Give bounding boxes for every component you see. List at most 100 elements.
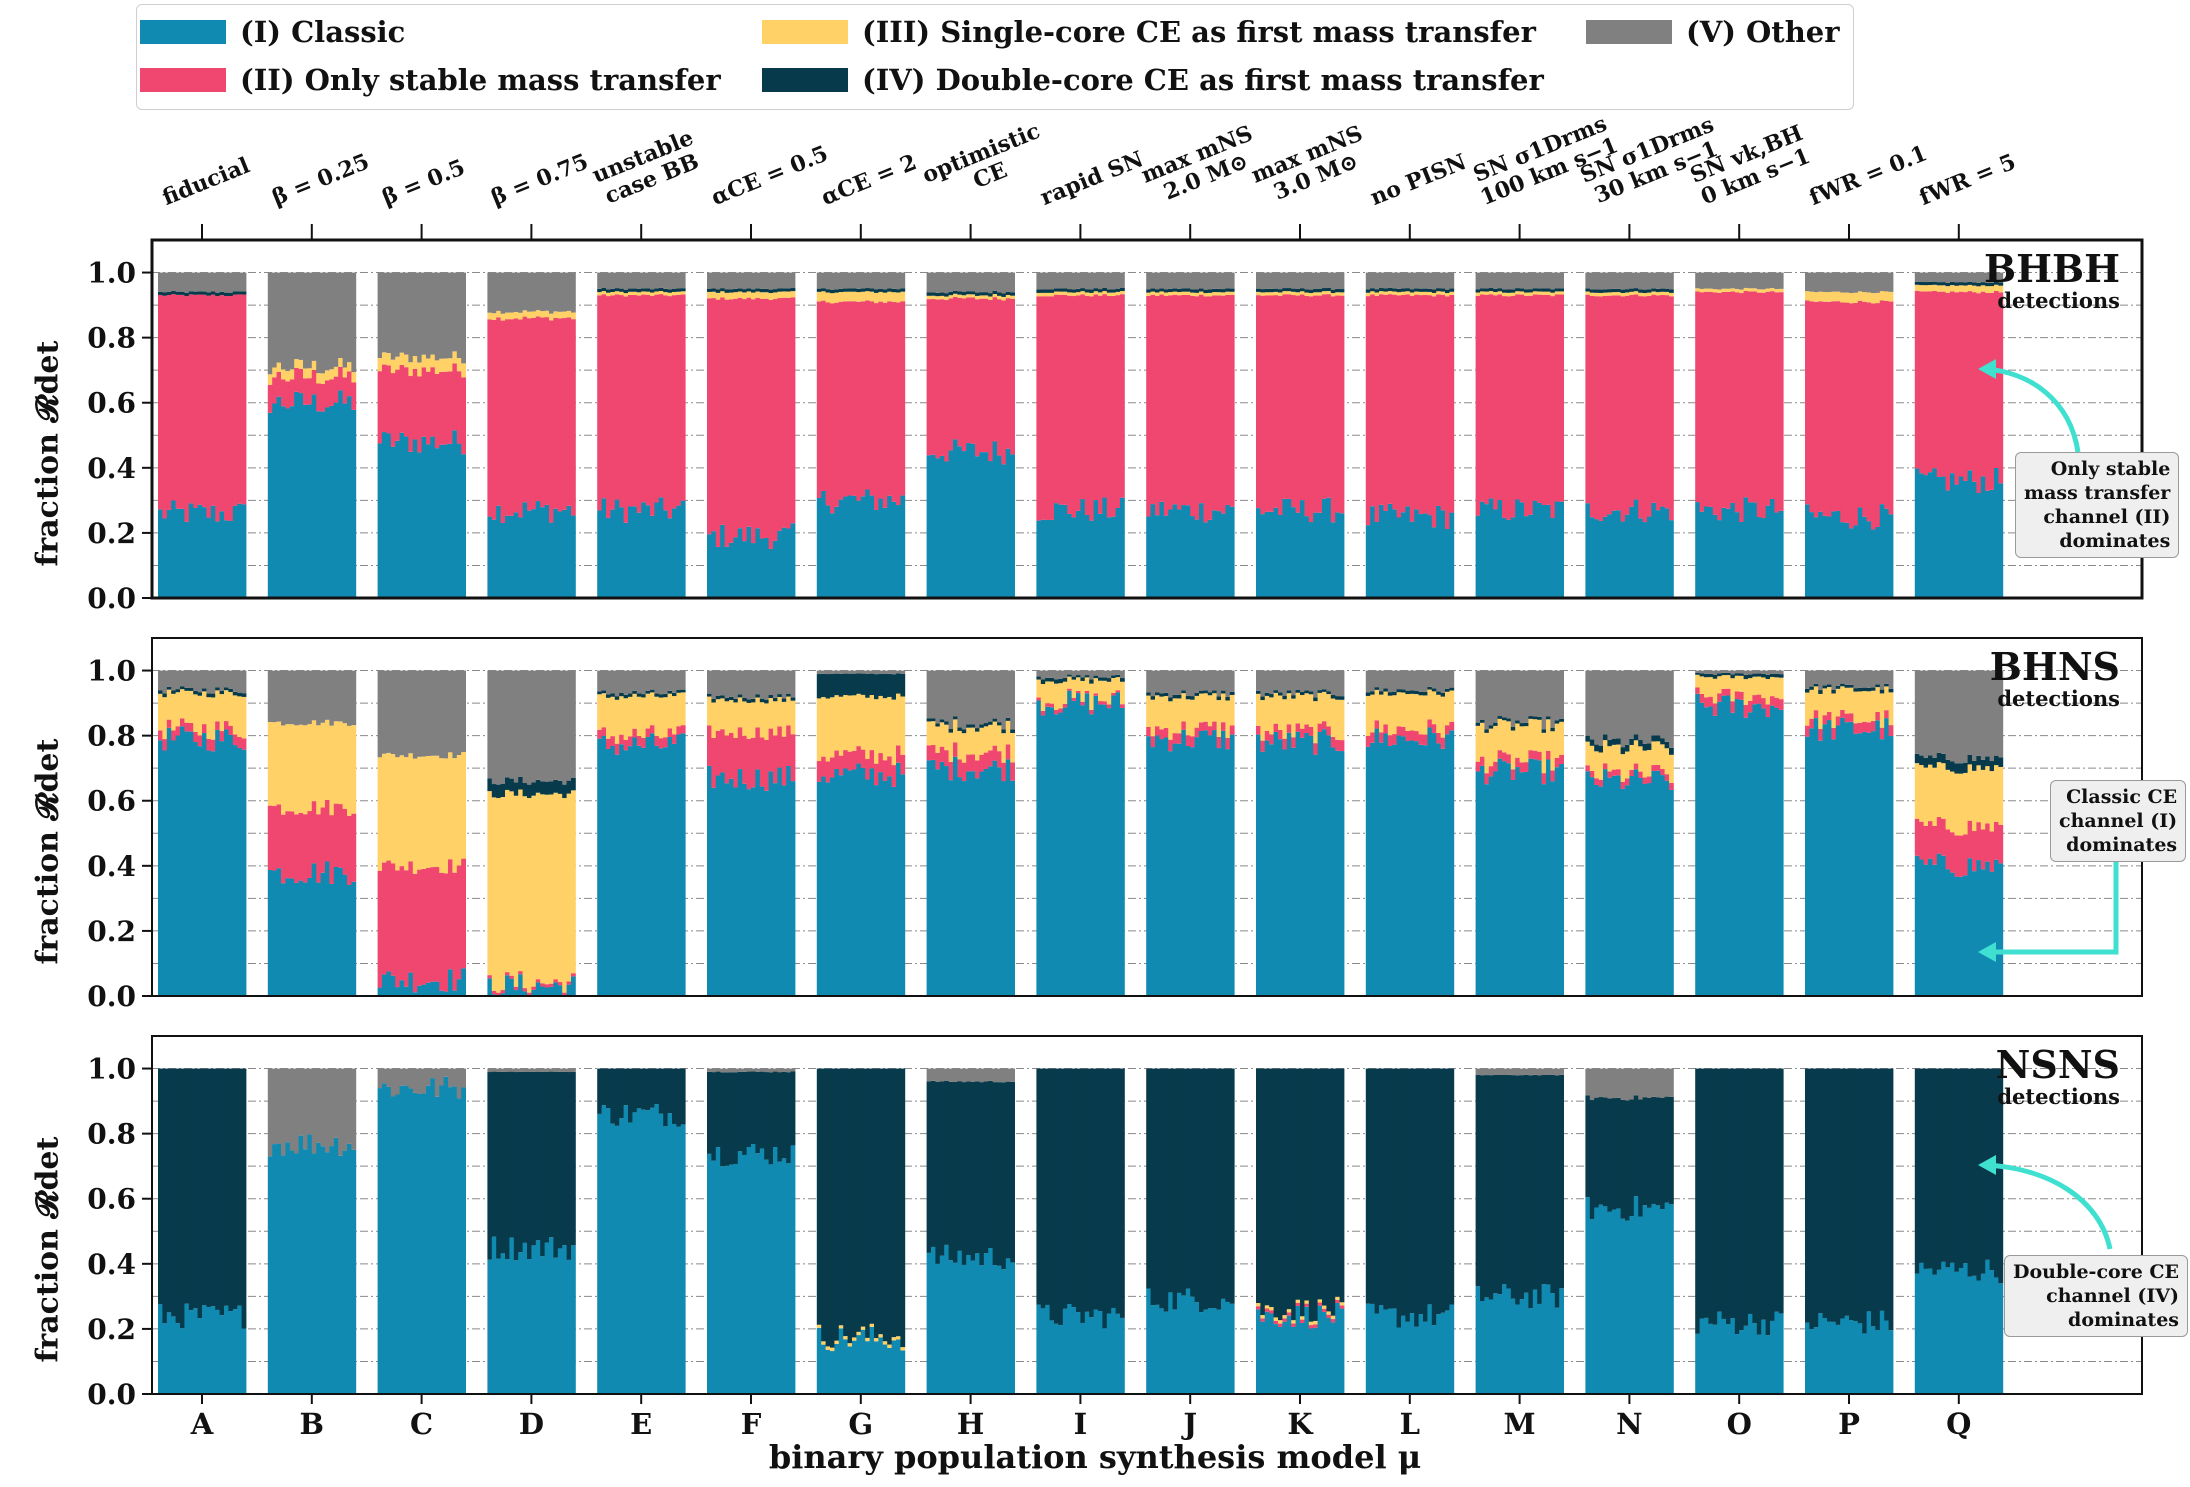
bar-segment <box>1414 294 1419 510</box>
bar-segment <box>1638 272 1643 290</box>
bar-segment <box>1936 752 1942 763</box>
bar-segment <box>606 296 611 518</box>
bar-segment <box>1260 751 1266 996</box>
bar-segment <box>1589 289 1595 293</box>
bar-segment <box>1282 695 1288 700</box>
bar-segment <box>1102 677 1108 681</box>
bar-segment <box>711 670 717 699</box>
bar-segment <box>1862 301 1867 517</box>
bar-segment <box>1080 272 1086 289</box>
bar-segment <box>1620 521 1626 598</box>
bar-segment <box>755 1153 761 1394</box>
bar-segment <box>1502 292 1507 297</box>
bar-segment <box>720 524 725 598</box>
bar-segment <box>939 722 945 747</box>
bar-segment <box>1849 303 1854 529</box>
bar-segment <box>329 405 335 598</box>
bar-segment <box>241 1328 247 1394</box>
bar-segment <box>1998 670 2004 758</box>
bar-segment <box>628 1122 633 1394</box>
bar-segment <box>487 1259 493 1394</box>
bar-segment <box>1423 691 1428 696</box>
bar-segment <box>1607 670 1613 740</box>
bar-segment <box>496 272 501 311</box>
bar-segment <box>768 1164 774 1394</box>
bar-segment <box>439 371 444 445</box>
bar-segment <box>1291 1323 1296 1327</box>
bar-segment <box>1664 295 1670 509</box>
bar-segment <box>166 670 172 687</box>
bar-segment <box>1633 740 1639 764</box>
bar-segment <box>1106 296 1112 518</box>
bar-segment <box>1295 670 1301 690</box>
bar-segment <box>1748 288 1753 292</box>
bar-segment <box>1330 736 1336 748</box>
bar-segment <box>1036 697 1042 701</box>
bar-segment <box>1317 723 1323 732</box>
bar-segment <box>439 670 444 759</box>
bar-segment <box>219 741 225 996</box>
bar-segment <box>847 288 853 292</box>
bar-segment <box>707 272 712 289</box>
bar-segment <box>1256 670 1261 691</box>
bar-segment <box>1994 1068 1999 1278</box>
bar-segment <box>856 292 862 302</box>
bar-segment <box>1770 288 1775 292</box>
bar-segment <box>166 686 172 690</box>
bar-segment <box>742 735 747 784</box>
bar-segment <box>619 696 624 735</box>
bar-segment <box>1387 294 1393 504</box>
bar-segment <box>869 750 875 769</box>
bar-segment <box>1401 294 1406 513</box>
bar-segment <box>606 738 611 749</box>
bar-segment <box>1401 291 1406 295</box>
bar-segment <box>961 451 967 598</box>
bar-segment <box>1045 1304 1050 1394</box>
bar-segment <box>1774 292 1780 513</box>
bar-segment <box>571 319 576 516</box>
bar-segment <box>1005 298 1011 449</box>
bar-segment <box>1054 294 1059 504</box>
bar-segment <box>667 1113 673 1394</box>
bar-segment <box>1493 771 1498 996</box>
bar-segment <box>1335 512 1340 598</box>
bar-segment <box>957 1081 963 1251</box>
bar-segment <box>531 272 537 312</box>
bar-segment <box>1546 719 1551 751</box>
bar-segment <box>737 697 743 728</box>
bar-segment <box>1475 761 1481 772</box>
bar-segment <box>1519 1068 1525 1076</box>
bar-segment <box>171 272 176 292</box>
bar-segment <box>1607 739 1613 747</box>
bar-segment <box>1308 1325 1314 1329</box>
bar-segment <box>1106 517 1112 598</box>
bar-segment <box>1111 1307 1116 1394</box>
bar-segment <box>1585 272 1591 289</box>
bar-segment <box>1313 272 1318 289</box>
bar-segment <box>496 317 501 506</box>
bar-segment <box>601 291 607 295</box>
bar-segment <box>882 780 888 996</box>
bar-segment <box>843 1068 848 1337</box>
bar-segment <box>641 694 646 698</box>
bar-segment <box>1752 676 1758 696</box>
bar-segment <box>421 1093 427 1394</box>
bar-segment <box>1765 1335 1771 1394</box>
bar-segment <box>228 725 234 735</box>
bar-segment <box>1054 683 1059 710</box>
bar-segment <box>1146 1288 1151 1394</box>
bar-segment <box>1835 291 1841 302</box>
bar-segment <box>834 272 840 290</box>
bar-segment <box>1629 295 1635 507</box>
bar-segment <box>210 739 216 752</box>
bar-segment <box>1849 528 1854 598</box>
bar-segment <box>1936 282 1942 286</box>
bar-segment <box>1374 289 1380 293</box>
bar-segment <box>1506 670 1512 719</box>
bar-segment <box>1392 509 1397 598</box>
bar-segment <box>1866 302 1872 522</box>
bar-segment <box>496 992 501 996</box>
bar-segment <box>522 316 528 503</box>
bar-segment <box>1633 294 1639 500</box>
bar-segment <box>1932 1068 1938 1275</box>
